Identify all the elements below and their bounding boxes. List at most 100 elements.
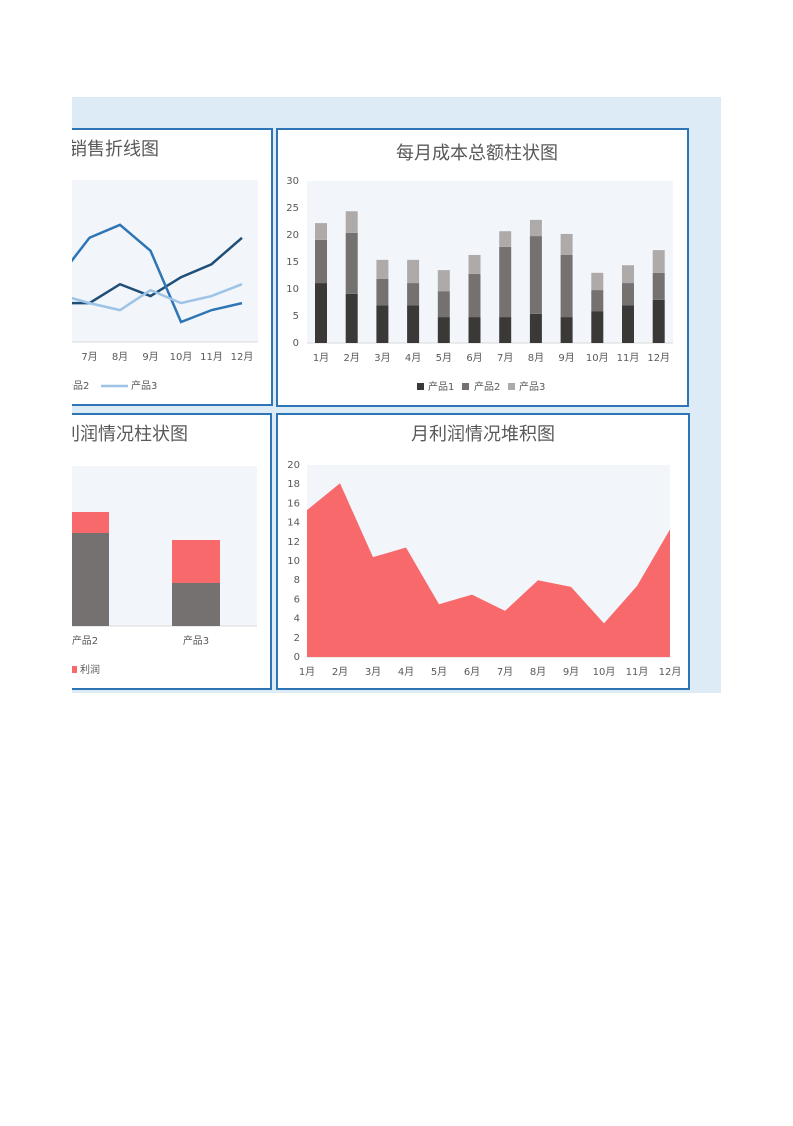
x-tick-label: 7月 — [497, 352, 513, 364]
bar-segment — [560, 233, 573, 255]
bar-segment — [376, 259, 389, 279]
bar-segment — [468, 273, 481, 318]
legend-label: 产品2 — [63, 379, 89, 392]
y-tick-label: 12 — [287, 537, 300, 548]
bar-segment — [529, 219, 542, 237]
x-tick-label: 4月 — [405, 352, 421, 364]
bar-segment — [622, 283, 634, 306]
x-tick-label: 10月 — [593, 666, 616, 678]
data-area — [307, 483, 670, 657]
x-tick-label: 8月 — [112, 351, 128, 363]
legend-swatch — [72, 666, 77, 673]
x-tick-label: 3月 — [365, 666, 381, 678]
y-tick-label: 10 — [286, 284, 299, 295]
chart-title: 销售折线图 — [69, 139, 159, 160]
chart-title: 月利润情况堆积图 — [411, 424, 555, 445]
legend-label: 产品1 — [428, 380, 454, 393]
legend-swatch — [462, 383, 469, 390]
x-tick-label: 12月 — [231, 351, 254, 363]
y-tick-label: 5 — [293, 311, 299, 322]
bar-segment — [345, 211, 358, 233]
x-tick-label: 11月 — [200, 351, 223, 363]
plot-area — [72, 180, 258, 342]
x-tick-label: 产品3 — [183, 634, 209, 647]
y-tick-label: 4 — [294, 614, 300, 625]
plot-area — [307, 181, 673, 343]
bar-segment — [560, 317, 573, 343]
bar-segment — [315, 223, 327, 240]
bar-segment — [529, 313, 542, 343]
x-tick-label: 7月 — [497, 666, 513, 678]
x-tick-label: 2月 — [344, 352, 360, 364]
bar-segment — [72, 512, 109, 533]
y-tick-label: 0 — [293, 338, 299, 349]
x-tick-label: 2月 — [332, 666, 348, 678]
y-tick-label: 2 — [294, 633, 300, 644]
x-tick-label: 1月 — [313, 352, 329, 364]
x-tick-label: 9月 — [558, 352, 574, 364]
x-tick-label: 5月 — [436, 352, 452, 364]
y-tick-label: 14 — [287, 518, 300, 529]
x-tick-label: 12月 — [659, 666, 682, 678]
chart: 月利润情况堆积图 0 2 4 6 8 10 12 14 16 18 20 1月 2月 3月 4月 5月 6月 7月 8… — [276, 413, 690, 690]
x-tick-label: 8月 — [528, 352, 544, 364]
legend-label: 产品3 — [519, 380, 545, 393]
bar-segment — [315, 283, 327, 343]
bar-segment — [591, 290, 604, 312]
bar-segment — [345, 232, 358, 294]
y-tick-label: 6 — [294, 594, 300, 605]
x-tick-label: 5月 — [431, 666, 447, 678]
legend-label: 利润 — [80, 663, 100, 676]
x-tick-label: 9月 — [142, 351, 158, 363]
bar-segment — [437, 270, 450, 292]
x-tick-label: 9月 — [563, 666, 579, 678]
legend-label: 产品2 — [474, 380, 500, 393]
bar-segment — [529, 236, 542, 314]
y-tick-label: 10 — [287, 556, 300, 567]
bar-segment — [437, 291, 450, 318]
x-tick-label: 12月 — [647, 352, 670, 364]
bar-segment — [345, 293, 358, 343]
chart: 每月成本总额柱状图 0 5 10 15 20 25 30 1月 2月 3月 4月 5月 6月 7月 8月 9月 1… — [276, 128, 689, 407]
bar-segment — [591, 311, 604, 343]
bar-segment — [499, 246, 512, 318]
x-tick-label: 10月 — [586, 352, 609, 364]
bar-segment — [72, 533, 109, 626]
bar-segment — [560, 254, 573, 318]
data-line — [72, 223, 243, 324]
x-tick-label: 8月 — [530, 666, 546, 678]
bar-segment — [622, 265, 634, 284]
x-tick-label: 6月 — [466, 352, 482, 364]
y-tick-label: 15 — [286, 257, 299, 268]
bar-segment — [622, 305, 634, 343]
bar-segment — [407, 305, 420, 343]
x-tick-label: 1月 — [299, 666, 315, 678]
chart-title: 利润情况柱状图 — [62, 424, 188, 445]
bar-segment — [407, 283, 420, 306]
x-tick-label: 3月 — [374, 352, 390, 364]
legend-swatch — [417, 383, 424, 390]
legend-label: 产品3 — [131, 379, 157, 392]
x-tick-label: 10月 — [170, 351, 193, 363]
y-tick-label: 30 — [286, 176, 299, 187]
y-tick-label: 18 — [287, 479, 300, 490]
bar-segment — [172, 583, 220, 626]
bar-segment — [407, 259, 420, 284]
bar-segment — [437, 317, 450, 343]
bar-segment — [376, 305, 389, 343]
bar-segment — [652, 250, 665, 273]
bar-segment — [591, 272, 604, 291]
y-tick-label: 25 — [286, 203, 299, 214]
bar-segment — [499, 231, 512, 247]
y-tick-label: 8 — [294, 575, 300, 586]
x-tick-label: 产品2 — [72, 634, 98, 647]
x-tick-label: 11月 — [626, 666, 649, 678]
chart-title: 每月成本总额柱状图 — [396, 143, 558, 164]
y-tick-label: 20 — [286, 230, 299, 241]
bar-segment — [652, 299, 665, 343]
bar-segment — [468, 317, 481, 343]
y-tick-label: 16 — [287, 498, 300, 509]
